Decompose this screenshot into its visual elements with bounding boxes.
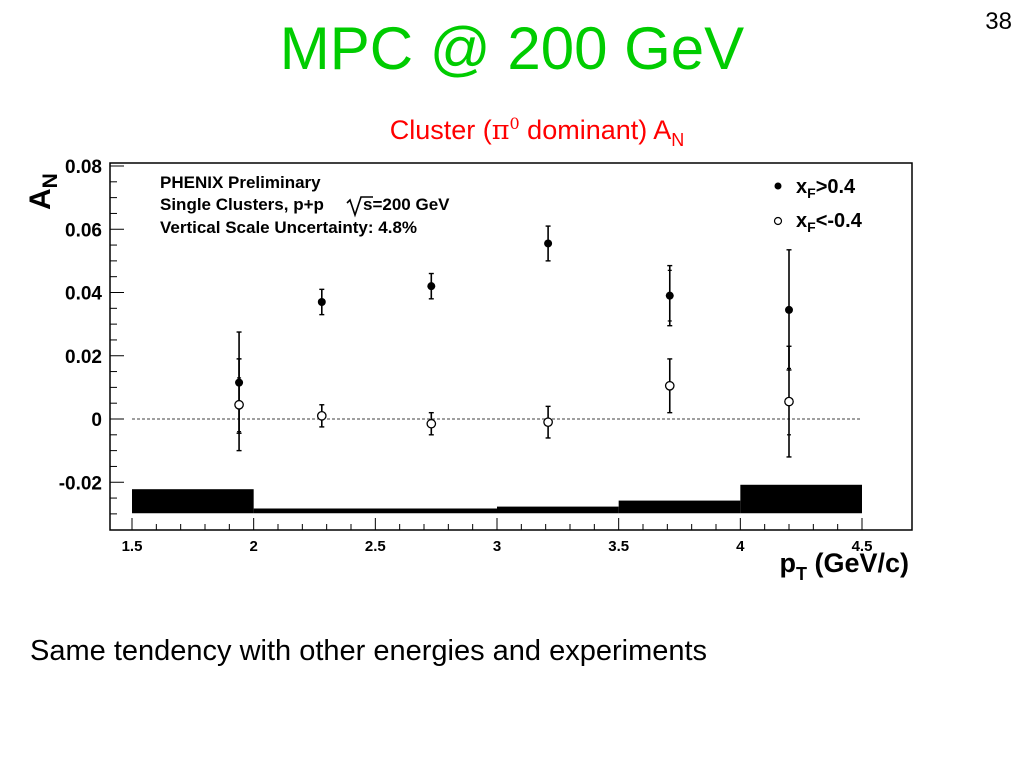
- data-point-filled: [785, 305, 793, 314]
- chart-title-middle: dominant) A: [519, 115, 672, 145]
- axis-ticks: [110, 165, 863, 530]
- x-tick-label: 4.5: [852, 538, 873, 555]
- systematic-band-3: [497, 506, 619, 514]
- asymmetry-chart: 1.5 2 2.5 3 3.5 4 4.5 -0.02 0 0.02 0.04 0.06 0.08 AN…: [24, 157, 913, 584]
- data-point-filled: [427, 282, 436, 291]
- annotation-line-1: PHENIX Preliminary: [160, 173, 321, 192]
- x-tick-label: 4: [736, 538, 745, 555]
- y-tick-label: 0.02: [65, 347, 102, 368]
- plot-frame: [109, 162, 913, 531]
- annotation-line-2: Single Clusters, p+p: [160, 195, 324, 214]
- legend-entry-1-main: x: [796, 176, 807, 198]
- data-point-open: [664, 380, 675, 391]
- data-point-open: [234, 399, 244, 410]
- systematic-band-4: [618, 500, 741, 514]
- data-point-open: [316, 410, 327, 421]
- x-tick-label: 3.5: [608, 538, 629, 555]
- y-tick-label: 0.06: [65, 220, 102, 241]
- legend-entry-1-sub: F: [807, 185, 816, 201]
- x-tick-label: 3: [493, 538, 501, 555]
- y-axis-label-sub: N: [39, 173, 62, 188]
- data-point-open: [543, 417, 553, 428]
- data-point-filled: [544, 239, 553, 248]
- chart-title: Cluster (π0 dominant) AN: [0, 114, 1024, 151]
- x-axis-label: pT (GeV/c): [779, 548, 909, 584]
- x-tick-label: 2: [249, 538, 257, 555]
- sqrt-symbol: [346, 196, 373, 218]
- y-tick-label: 0.08: [65, 157, 102, 178]
- data-point-open: [784, 396, 794, 407]
- y-tick-label: 0: [91, 410, 102, 431]
- annotation-block: PHENIX Preliminary Single Clusters, p+p …: [160, 173, 450, 237]
- legend-marker-open: [773, 216, 783, 226]
- legend-marker-filled: [774, 182, 782, 190]
- legend-entry-2-main: x: [796, 210, 807, 232]
- annotation-line-2-energy: s=200 GeV: [363, 195, 450, 214]
- legend-entry-1-rest: >0.4: [816, 176, 856, 198]
- y-axis-label-main: A: [24, 188, 57, 210]
- systematic-bands: [132, 484, 862, 514]
- legend-entry-2-sub: F: [807, 219, 816, 235]
- y-tick-label: -0.02: [59, 473, 102, 494]
- slide-title: MPC @ 200 GeV: [279, 15, 745, 82]
- x-axis-label-main: p: [779, 548, 796, 578]
- chart-title-prefix: Cluster (: [389, 115, 492, 145]
- systematic-band-1: [132, 489, 254, 514]
- x-axis-label-sub: T: [796, 564, 807, 584]
- footer-text: Same tendency with other energies and ex…: [30, 635, 708, 667]
- annotation-line-3: Vertical Scale Uncertainty: 4.8%: [160, 218, 417, 237]
- systematic-band-2: [253, 508, 497, 514]
- systematic-band-5: [740, 484, 862, 514]
- chart-title-sub: N: [671, 130, 685, 150]
- data-point-open: [426, 418, 437, 429]
- x-tick-label: 1.5: [122, 538, 143, 555]
- x-tick-label: 2.5: [365, 538, 386, 555]
- chart-title-pi: π: [491, 115, 510, 146]
- data-points: [234, 225, 794, 458]
- data-point-filled: [317, 297, 326, 306]
- y-tick-label: 0.04: [65, 284, 102, 305]
- legend-entry-1: xF>0.4: [796, 176, 856, 201]
- x-axis-label-rest: (GeV/c): [807, 548, 909, 578]
- y-axis-label: AN: [24, 173, 62, 210]
- page-number: 38: [985, 8, 1012, 35]
- chart-title-zero: 0: [509, 114, 520, 133]
- legend-entry-2-rest: <-0.4: [816, 210, 863, 232]
- legend-entry-2: xF<-0.4: [796, 210, 863, 235]
- legend: xF>0.4 xF<-0.4: [773, 176, 863, 235]
- data-point-filled: [665, 291, 674, 300]
- tick-labels: 1.5 2 2.5 3 3.5 4 4.5 -0.02 0 0.02 0.04 0.06 0.08: [59, 157, 873, 555]
